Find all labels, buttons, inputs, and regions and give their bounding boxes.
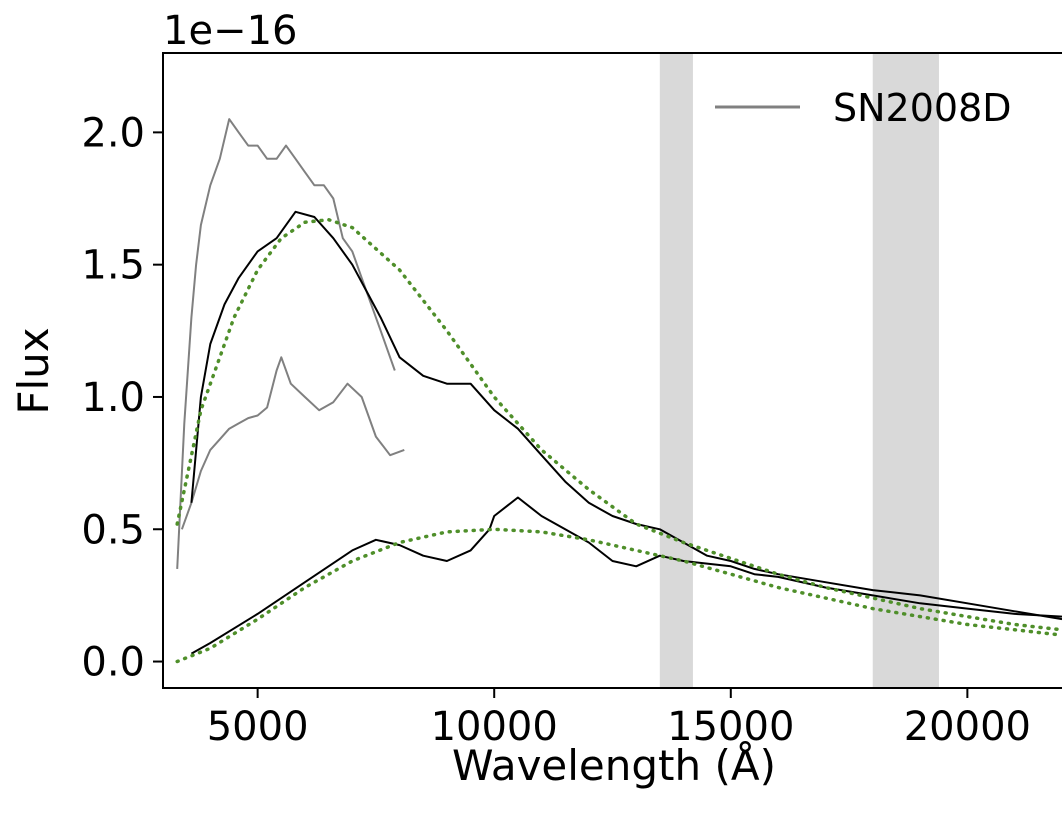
fit-curve-6 — [175, 527, 1062, 664]
y-axis-ticks: 0.0 0.5 1.0 1.5 2.0 — [81, 110, 163, 686]
spectrum-line-2 — [180, 356, 405, 530]
legend: SN2008D — [715, 86, 1012, 130]
series-layer — [175, 118, 1062, 664]
shaded-bands — [659, 53, 939, 688]
spectrum-line-3 — [190, 210, 1062, 621]
shaded-band-1 — [659, 53, 693, 688]
spectrum-line-1 — [176, 118, 396, 569]
x-axis-label: Wavelength (Å) — [452, 740, 776, 790]
x-tick-label: 20000 — [904, 704, 1031, 750]
shaded-band-2 — [872, 53, 939, 688]
y-tick-label: 2.0 — [81, 110, 145, 156]
x-tick-label: 15000 — [667, 704, 794, 750]
x-tick-label: 5000 — [207, 704, 309, 750]
y-tick-label: 1.5 — [81, 243, 145, 289]
y-offset-label: 1e−16 — [163, 8, 297, 54]
y-axis-label: Flux — [9, 327, 58, 414]
plot-frame — [162, 52, 1062, 689]
y-tick-label: 0.5 — [81, 507, 145, 553]
x-axis-ticks: 5000 10000 15000 20000 — [207, 688, 1031, 750]
spectrum-line-4 — [190, 496, 1062, 655]
y-tick-label: 1.0 — [81, 375, 145, 421]
x-tick-label: 10000 — [431, 704, 558, 750]
legend-label-sn2008d: SN2008D — [833, 86, 1012, 130]
y-tick-label: 0.0 — [81, 640, 145, 686]
